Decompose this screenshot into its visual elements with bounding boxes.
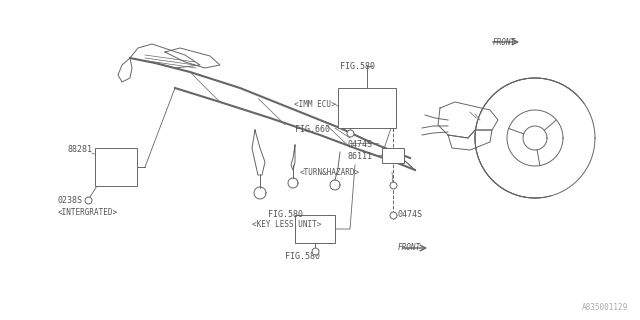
Text: FIG.580: FIG.580 [285, 252, 320, 261]
Text: FRONT: FRONT [493, 38, 516, 47]
Text: <KEY LESS UNIT>: <KEY LESS UNIT> [252, 220, 321, 229]
Text: FIG.580: FIG.580 [268, 210, 303, 219]
Text: FRONT: FRONT [398, 243, 421, 252]
Bar [382, 148, 404, 163]
Text: 88281: 88281 [68, 145, 93, 154]
Text: 0238S: 0238S [58, 196, 83, 205]
Text: 86111: 86111 [348, 152, 373, 161]
Bar [95, 148, 137, 186]
Text: <IMM ECU>: <IMM ECU> [294, 100, 335, 109]
Bar [295, 215, 335, 243]
Text: 0474S: 0474S [398, 210, 423, 219]
Text: A835001129: A835001129 [582, 303, 628, 312]
Text: <TURN&HAZARD>: <TURN&HAZARD> [300, 168, 360, 177]
Text: 0474S: 0474S [348, 140, 373, 149]
Bar [338, 88, 396, 128]
Text: <INTERGRATED>: <INTERGRATED> [58, 208, 118, 217]
Text: FIG.580: FIG.580 [340, 62, 375, 71]
Text: FIG.660: FIG.660 [295, 125, 330, 134]
